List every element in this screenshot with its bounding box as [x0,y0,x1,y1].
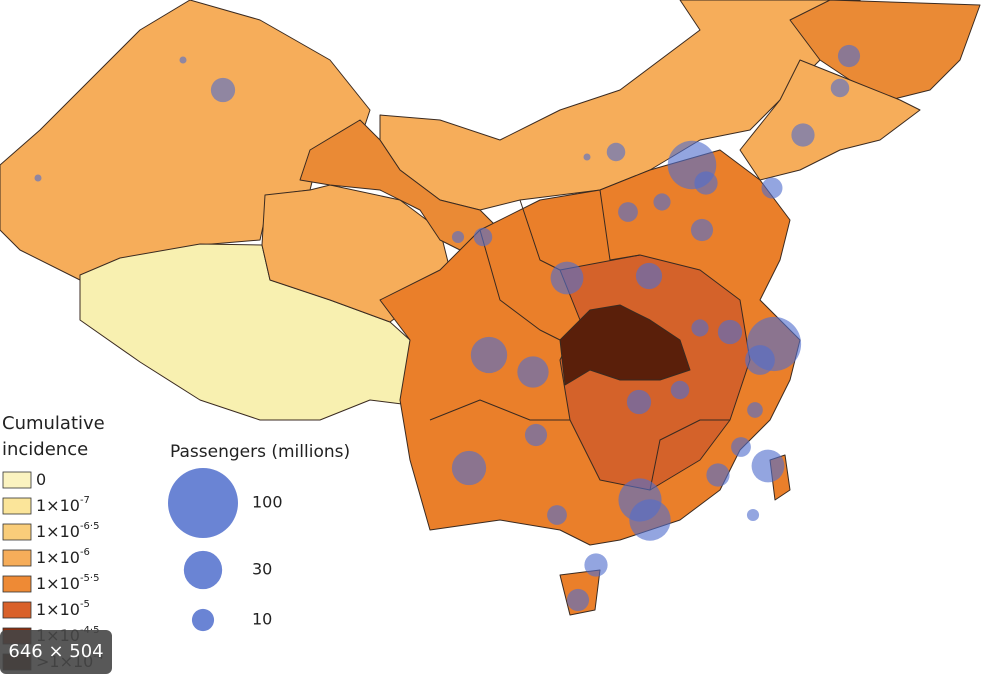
legend-label: 1×10-6·5 [36,521,99,541]
bubble [473,227,493,247]
bubble [791,123,815,147]
badge: 646 × 504 [8,641,103,662]
legend-label-base: 1×10 [36,574,80,593]
bubble [626,389,652,415]
bubble [635,262,663,290]
size-legend-bubble [191,608,215,632]
legend-label-exponent: -6 [80,547,90,558]
legend-swatch [2,523,32,541]
bubble [584,553,608,577]
bubble [751,449,785,483]
badge-bg [0,630,112,674]
bubble [837,44,861,68]
border [599,189,641,261]
bubble [618,202,638,222]
bubble [694,171,718,195]
legend-label-base: 1×10 [36,600,80,619]
bubble [470,336,508,374]
bubble [517,356,549,388]
bubble [451,450,487,486]
legend-label: 1×10-7 [36,495,90,515]
bubble [830,78,850,98]
bubble [583,153,591,161]
bubble [34,174,42,182]
legend-title: incidence [2,439,88,460]
legend-label: 1×10-5·5 [36,573,99,593]
legend-swatch [2,497,32,515]
legend-label-exponent: -6·5 [80,521,100,532]
passengers-title: Passengers (millions) [170,442,350,462]
bubble [731,437,751,457]
bubble [745,345,775,375]
bubble [629,499,671,541]
bubble [690,218,714,242]
bubble [761,177,783,199]
legend-label-base: 1×10 [36,496,80,515]
heilongjiang [789,0,981,101]
bubble [706,463,730,487]
legend-label-exponent: -5·5 [80,573,100,584]
bubble [566,588,590,612]
size-legend-label: 100 [252,493,283,512]
jilin-liaoning [739,59,921,181]
bubble [653,193,671,211]
bubble [550,261,584,295]
legend-swatch [2,601,32,619]
legend-label-base: 1×10 [36,522,80,541]
size-legend-bubble [183,550,223,590]
bubble [451,230,465,244]
provinces [0,0,981,616]
hubei [559,304,691,386]
bubble [606,142,626,162]
size-legend-label: 30 [252,560,272,579]
bubble [179,56,187,64]
legend-label-exponent: -5 [80,599,90,610]
border [429,399,570,421]
bubble [547,505,567,525]
bubble [691,319,709,337]
bubble [747,402,763,418]
size-legend-label: 10 [252,610,272,629]
bubbles [34,44,861,612]
bubble [210,77,236,103]
border [649,419,730,491]
legend-swatch [2,549,32,567]
bubble [717,319,743,345]
border [519,199,561,271]
bubble [746,508,760,522]
legend-title: Cumulative [2,413,105,434]
legend-label-base: 0 [36,470,46,489]
legend-label-exponent: -7 [80,495,90,506]
legend-label-base: 1×10 [36,548,80,567]
bubble [670,380,690,400]
size-legend-bubble [168,468,238,538]
border [479,229,561,341]
legend-label: 1×10-6 [36,547,90,567]
legend-label: 0 [36,470,46,489]
legend-swatch [2,575,32,593]
legend-swatch [2,471,32,489]
bubble [524,423,548,447]
legend-label: 1×10-5 [36,599,90,619]
